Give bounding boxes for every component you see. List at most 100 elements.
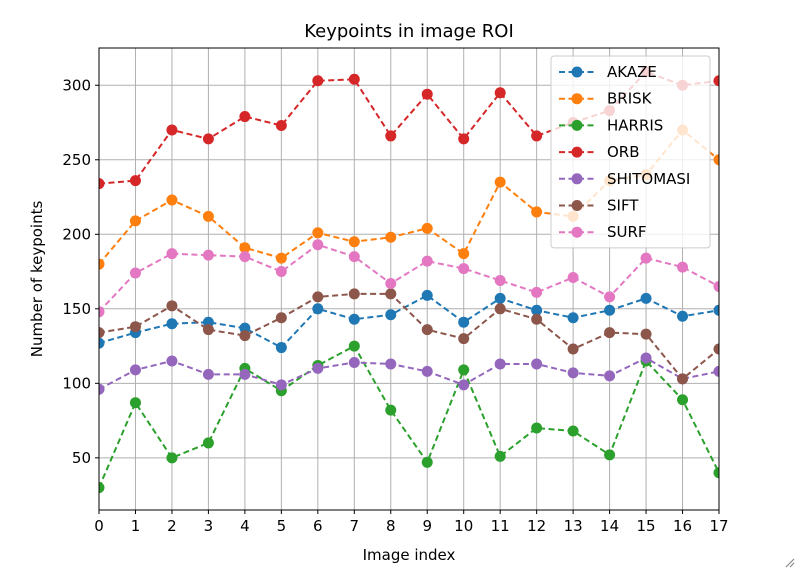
x-tick-label: 0 [94,517,104,535]
x-tick-label: 13 [564,517,583,535]
series-line-akaze [99,294,719,349]
data-point-orb [348,73,360,85]
data-point-akaze [494,292,506,304]
data-point-surf [385,277,397,289]
data-point-orb [202,133,214,145]
data-point-sift [99,327,105,339]
data-point-orb [713,75,719,87]
x-tick-label: 4 [240,517,250,535]
legend-marker-brisk [571,93,583,105]
data-point-akaze [348,313,360,325]
series-line-sift [99,292,719,381]
data-point-sift [458,333,470,345]
data-point-akaze [531,304,543,316]
data-point-sift [275,312,287,324]
data-point-harris [604,449,616,461]
y-tick-label: 200 [62,225,91,243]
legend-marker-shitomasi [571,173,583,185]
data-point-sift [239,330,251,342]
data-point-orb [166,124,178,136]
data-point-surf [202,249,214,261]
y-tick-label: 250 [62,151,91,169]
data-point-brisk [531,206,543,218]
x-tick-label: 2 [167,517,177,535]
data-point-shitomasi [713,365,719,377]
data-point-brisk [202,210,214,222]
x-tick-label: 8 [386,517,396,535]
data-point-sift [202,324,214,336]
data-point-harris [494,450,506,462]
x-tick-label: 15 [637,517,656,535]
data-point-sift [312,291,324,303]
legend-marker-orb [571,146,583,158]
series-shitomasi [99,352,719,395]
data-point-shitomasi [385,358,397,370]
data-point-shitomasi [567,367,579,379]
data-point-harris [385,404,397,416]
data-point-akaze [166,318,178,330]
data-point-brisk [494,176,506,188]
data-point-sift [385,288,397,300]
data-point-sift [348,288,360,300]
y-axis-label: Number of keypoints [28,201,46,358]
data-point-akaze [713,304,719,316]
data-point-akaze [312,303,324,315]
data-point-brisk [129,215,141,227]
data-point-surf [640,252,652,264]
legend-item-surf: SURF [559,223,647,241]
data-point-shitomasi [202,368,214,380]
series-line-surf [99,243,719,313]
legend-label-orb: ORB [607,143,640,161]
x-tick-label: 7 [350,517,360,535]
data-point-surf [129,267,141,279]
legend-item-shitomasi: SHITOMASI [559,170,690,188]
data-point-akaze [640,292,652,304]
legend-label-harris: HARRIS [607,116,663,134]
data-point-akaze [677,310,689,322]
x-tick-label: 5 [277,517,287,535]
data-point-akaze [421,289,433,301]
data-point-orb [531,130,543,142]
data-point-surf [458,263,470,275]
data-point-sift [531,313,543,325]
data-point-harris [531,422,543,434]
data-point-shitomasi [421,365,433,377]
data-point-brisk [99,258,105,270]
data-point-surf [166,248,178,260]
data-point-sift [421,324,433,336]
data-point-harris [166,452,178,464]
data-point-harris [348,340,360,352]
data-point-akaze [385,309,397,321]
y-tick-label: 150 [62,300,91,318]
legend-marker-surf [571,226,583,238]
data-point-surf [275,266,287,278]
series-line-harris [99,344,719,489]
legend-item-akaze: AKAZE [559,63,657,81]
data-point-orb [129,175,141,187]
legend-item-harris: HARRIS [559,116,663,134]
data-point-orb [99,178,105,190]
data-point-shitomasi [275,379,287,391]
data-point-sift [166,300,178,312]
data-point-orb [385,130,397,142]
data-point-orb [312,75,324,87]
data-point-surf [713,280,719,292]
resize-grip-icon[interactable] [783,556,795,568]
data-point-harris [202,437,214,449]
data-point-harris [677,394,689,406]
data-point-akaze [567,312,579,324]
series-harris [99,340,719,494]
data-point-harris [567,425,579,437]
data-point-brisk [348,236,360,248]
legend-box [550,55,711,249]
legend-label-akaze: AKAZE [607,63,657,81]
data-point-shitomasi [239,368,251,380]
data-point-orb [458,133,470,145]
data-point-surf [567,272,579,284]
data-point-akaze [604,304,616,316]
data-point-sift [567,343,579,355]
data-point-shitomasi [166,355,178,367]
x-tick-label: 11 [491,517,510,535]
legend-label-surf: SURF [607,223,647,241]
legend-marker-akaze [571,66,583,78]
